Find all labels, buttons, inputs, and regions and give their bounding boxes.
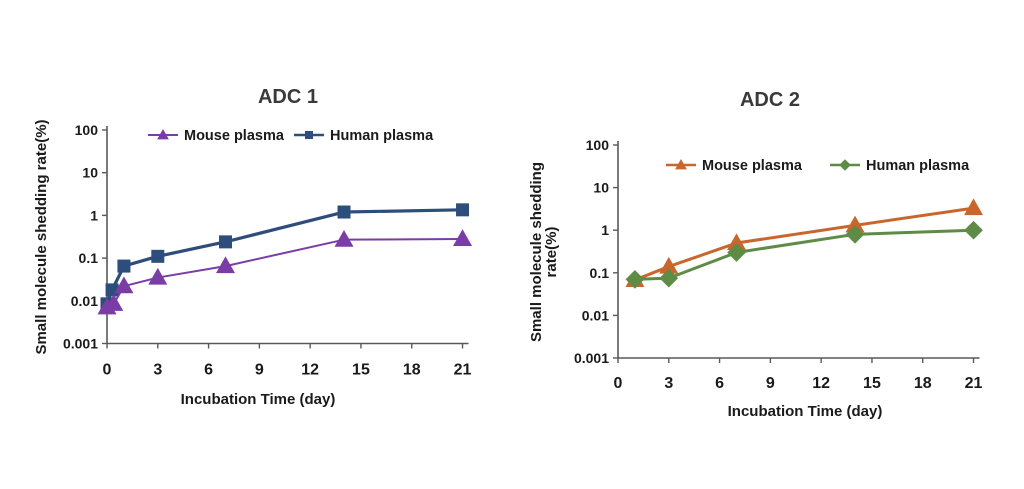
data-point-marker [453, 229, 473, 247]
x-tick-label: 6 [715, 375, 724, 392]
series-line [634, 206, 974, 282]
data-point-marker [625, 270, 645, 289]
data-point-marker [727, 233, 747, 251]
data-point-marker [727, 243, 746, 262]
x-tick-label: 9 [766, 375, 775, 392]
data-point-marker [114, 276, 134, 294]
x-tick-label: 15 [863, 375, 881, 392]
data-point-marker [148, 267, 168, 285]
adc-2-chart: ADC 2 100 10 1 0.1 0.01 0.001 0 3 6 9 12 15 18 21 Incub… [528, 89, 984, 420]
x-tick-label: 21 [965, 375, 983, 392]
x-tick-label: 18 [914, 375, 932, 392]
data-point-marker [659, 268, 679, 288]
y-tick-label: 100 [586, 137, 610, 153]
y-tick-label: 0.001 [63, 336, 98, 352]
y-tick-label: 100 [75, 122, 99, 138]
x-tick-label: 12 [301, 362, 319, 379]
data-point-marker [151, 249, 165, 263]
data-point-marker [845, 224, 865, 244]
legend-item-mouse-plasma: Mouse plasma [148, 128, 285, 144]
legend-marker [157, 128, 169, 140]
data-point-marker [337, 205, 351, 219]
adc-1-chart: ADC 1 100 10 1 0.1 0.01 0.001 0 3 6 9 12 15 18 21 Incub… [33, 86, 473, 408]
y-tick-label: 0.1 [590, 265, 610, 281]
legend-label: Mouse plasma [184, 128, 285, 144]
data-point-marker [334, 229, 354, 247]
y-tick-label: 1 [90, 207, 98, 223]
x-tick-label: 12 [812, 375, 830, 392]
y-axis-title: Small molecule shedding [528, 162, 545, 342]
data-point-marker [117, 259, 131, 273]
data-point-marker [104, 294, 124, 311]
data-point-marker [964, 220, 983, 240]
legend-marker [839, 159, 851, 171]
x-tick-label: 9 [255, 362, 264, 379]
x-tick-label: 0 [614, 375, 623, 392]
x-tick-label: 3 [664, 375, 673, 392]
adc-1-title: ADC 1 [258, 86, 318, 108]
adc-2-title: ADC 2 [740, 89, 800, 111]
legend-marker [675, 158, 687, 170]
x-tick-label: 18 [403, 362, 421, 379]
y-tick-label: 0.001 [574, 350, 609, 366]
data-point-marker [659, 256, 679, 274]
y-tick-label: 0.01 [71, 293, 98, 309]
x-tick-label: 3 [153, 362, 162, 379]
legend-label: Human plasma [866, 158, 970, 174]
legend-label: Mouse plasma [702, 158, 803, 174]
legend-item-human-plasma: Human plasma [830, 158, 970, 174]
series-line [634, 228, 974, 281]
adc-1-series-mouse-plasma [97, 229, 473, 315]
data-point-marker [216, 256, 236, 274]
data-point-marker [964, 198, 984, 216]
y-axis-title: Small molecule shedding rate(%) [33, 119, 50, 354]
x-tick-label: 15 [352, 362, 370, 379]
x-axis-title: Incubation Time (day) [728, 403, 883, 420]
y-tick-label: 0.01 [582, 307, 609, 323]
data-point-marker [219, 235, 233, 249]
legend-marker [304, 130, 314, 140]
y-tick-label: 10 [82, 165, 98, 181]
x-tick-label: 6 [204, 362, 213, 379]
y-tick-label: 0.1 [79, 250, 99, 266]
x-tick-label: 0 [103, 362, 112, 379]
y-axis-title: rate(%) [543, 227, 560, 278]
adc-2-series-human-plasma [625, 220, 983, 289]
x-axis-title: Incubation Time (day) [181, 391, 336, 408]
legend-item-human-plasma: Human plasma [294, 128, 434, 144]
data-point-marker [456, 203, 470, 217]
legend-item-mouse-plasma: Mouse plasma [666, 158, 803, 174]
y-tick-label: 10 [593, 180, 609, 196]
adc-1-series-human-plasma [100, 203, 470, 311]
y-tick-label: 1 [601, 222, 609, 238]
x-tick-label: 21 [454, 362, 472, 379]
data-point-marker [845, 215, 865, 233]
legend-label: Human plasma [330, 128, 434, 144]
